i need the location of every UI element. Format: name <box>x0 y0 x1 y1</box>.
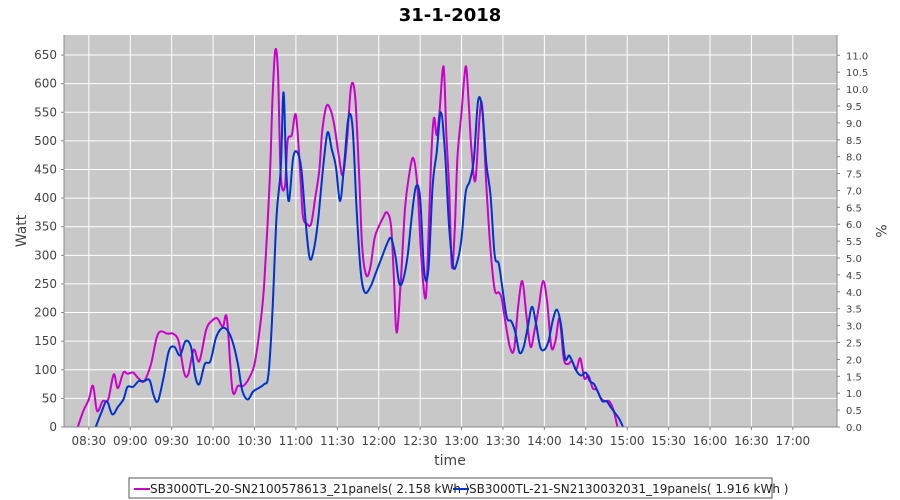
grid <box>64 35 837 428</box>
chart-title: 31-1-2018 <box>399 5 502 26</box>
y-tick-label: 500 <box>34 134 57 148</box>
y-tick-label: 200 <box>34 306 57 320</box>
series-line-2 <box>94 91 624 428</box>
y2-tick-label: 1.5 <box>846 372 862 383</box>
y-tick-label: 350 <box>34 220 57 234</box>
x-tick-label: 09:00 <box>113 434 148 448</box>
y-tick-label: 150 <box>34 334 57 348</box>
y-tick-label: 300 <box>34 248 57 262</box>
y2-tick-label: 6.0 <box>846 220 862 231</box>
y2-tick-label: 7.0 <box>846 186 862 197</box>
x-tick-label: 09:30 <box>154 434 189 448</box>
x-tick-label: 08:30 <box>72 434 107 448</box>
x-tick-label: 17:00 <box>776 434 811 448</box>
y2-tick-label: 11.0 <box>846 51 868 62</box>
y-tick-label: 550 <box>34 105 57 119</box>
y2-tick-label: 0.0 <box>846 423 862 434</box>
y2-tick-label: 1.0 <box>846 389 862 400</box>
x-tick-label: 15:30 <box>651 434 686 448</box>
legend-entry: SB3000TL-20-SN2100578613_21panels( 2.158… <box>150 482 469 496</box>
y-axis: 0 50 100 150 200 250 300 350 400 450 500 550 600 650 <box>34 35 65 434</box>
y2-tick-label: 10.0 <box>846 85 868 96</box>
x-tick-label: 16:00 <box>693 434 728 448</box>
legend: SB3000TL-20-SN2100578613_21panels( 2.158… <box>128 477 788 499</box>
y2-tick-label: 9.5 <box>846 102 862 113</box>
y2-tick-label: 8.5 <box>846 136 862 147</box>
y2-tick-label: 2.0 <box>846 355 862 366</box>
y2-tick-label: 2.5 <box>846 339 862 350</box>
series-layer <box>76 47 624 428</box>
y2-tick-label: 10.5 <box>846 68 868 79</box>
x-tick-label: 10:30 <box>237 434 272 448</box>
y-tick-label: 450 <box>34 162 57 176</box>
y2-tick-label: 6.5 <box>846 203 862 214</box>
x-axis: 08:30 09:00 09:30 10:00 10:30 11:00 11:30 12:00… <box>64 426 837 448</box>
y-axis-label: Watt <box>14 214 30 247</box>
y2-axis: 0.0 0.5 1.0 1.5 2.0 2.5 3.0 3.5 4.0 4.5 5.0 5.5 6.0 6… <box>836 35 868 434</box>
y2-tick-label: 7.5 <box>846 170 862 181</box>
y2-tick-label: 3.0 <box>846 322 862 333</box>
y-tick-label: 650 <box>34 48 57 62</box>
y2-tick-label: 4.0 <box>846 288 862 299</box>
y2-tick-label: 8.0 <box>846 153 862 164</box>
x-tick-label: 10:00 <box>196 434 231 448</box>
legend-box <box>128 477 773 499</box>
y-tick-label: 100 <box>34 363 57 377</box>
x-tick-label: 11:30 <box>320 434 355 448</box>
x-tick-label: 11:00 <box>279 434 314 448</box>
x-tick-label: 13:00 <box>444 434 479 448</box>
x-tick-label: 16:30 <box>734 434 769 448</box>
y-tick-label: 250 <box>34 277 57 291</box>
y2-tick-label: 3.5 <box>846 305 862 316</box>
y-tick-label: 0 <box>49 420 57 434</box>
y2-axis-label: % <box>872 224 888 237</box>
x-tick-label: 12:30 <box>403 434 438 448</box>
x-tick-label: 13:30 <box>486 434 521 448</box>
y2-tick-label: 5.5 <box>846 237 862 248</box>
x-tick-label: 14:00 <box>527 434 562 448</box>
y2-tick-label: 9.0 <box>846 119 862 130</box>
x-tick-label: 15:00 <box>610 434 645 448</box>
y-tick-label: 600 <box>34 77 57 91</box>
y-tick-label: 50 <box>42 391 57 405</box>
x-tick-label: 12:00 <box>361 434 396 448</box>
y2-tick-label: 0.5 <box>846 406 862 417</box>
y2-tick-label: 5.0 <box>846 254 862 265</box>
legend-entry: SB3000TL-21-SN2130032031_19panels( 1.916… <box>469 482 788 496</box>
y-tick-label: 400 <box>34 191 57 205</box>
x-axis-label: time <box>434 453 466 469</box>
y2-tick-label: 4.5 <box>846 271 862 282</box>
x-tick-label: 14:30 <box>568 434 603 448</box>
